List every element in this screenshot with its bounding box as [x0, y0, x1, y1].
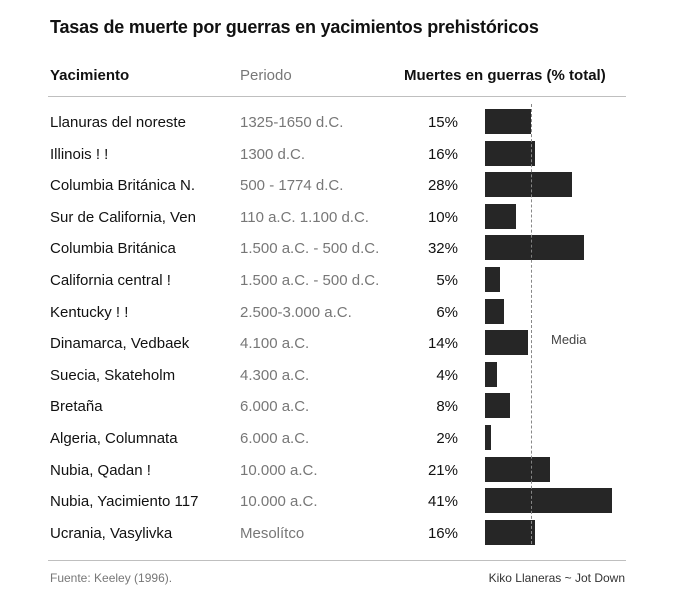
period-label: 110 a.C. 1.100 d.C.: [240, 208, 369, 226]
bar: [485, 456, 550, 482]
column-header-deaths: Muertes en guerras (% total): [404, 67, 606, 84]
table-row: Llanuras del noreste 1325-1650 d.C. 15%: [0, 107, 684, 138]
period-label: 4.300 a.C.: [240, 366, 310, 384]
period-label: 2.500-3.000 a.C.: [240, 303, 352, 321]
period-label: 1325-1650 d.C.: [240, 114, 344, 131]
table-row: Bretaña 6.000 a.C. 8%: [0, 391, 684, 422]
column-header-site: Yacimiento: [50, 67, 130, 84]
site-label: Dinamarca, Vedbaek: [50, 335, 190, 353]
source-note: Fuente: Keeley (1996).: [50, 571, 173, 585]
table-row: Sur de California, Ven 110 a.C. 1.100 d.C…: [0, 202, 684, 233]
table-row: Ucrania, Vasylivka Mesolítco 16%: [0, 518, 684, 549]
chart-title: Tasas de muerte por guerras en yacimient…: [50, 17, 539, 37]
period-label: 1300 d.C.: [240, 145, 306, 163]
bar: [485, 203, 516, 229]
site-label: Nubia, Yacimiento 117: [50, 493, 199, 511]
table-row: Nubia, Yacimiento 117 10.000 a.C. 41%: [0, 486, 684, 517]
bar: [485, 361, 497, 387]
period-label: 6.000 a.C.: [240, 430, 310, 447]
table-row: Nubia, Qadan ! 10.000 a.C. 21%: [0, 455, 684, 486]
site-label: Illinois ! !: [50, 145, 109, 163]
value-label: 16%: [427, 145, 458, 163]
value-label: 21%: [427, 461, 458, 479]
site-label: Algeria, Columnata: [50, 430, 178, 447]
bar: [485, 267, 500, 292]
site-label: Sur de California, Ven: [50, 208, 196, 226]
value-label: 41%: [427, 493, 458, 511]
table-row: Kentucky ! ! 2.500-3.000 a.C. 6%: [0, 297, 684, 328]
value-label: 8%: [436, 398, 458, 416]
bar: [485, 109, 531, 134]
table-row: Dinamarca, Vedbaek 4.100 a.C. 14%: [0, 328, 684, 359]
value-label: 28%: [427, 177, 458, 195]
bar: [485, 140, 535, 166]
period-label: Mesolítco: [240, 524, 305, 542]
period-label: 4.100 a.C.: [240, 335, 310, 353]
table-row: Suecia, Skateholm 4.300 a.C. 4%: [0, 360, 684, 391]
value-label: 5%: [436, 272, 458, 289]
site-label: Ucrania, Vasylivka: [50, 524, 173, 542]
period-label: 1.500 a.C. - 500 d.C.: [240, 272, 380, 289]
mean-reference-line: [531, 104, 532, 544]
table-row: Columbia Británica N. 500 - 1774 d.C. 28%: [0, 170, 684, 201]
table-row: Columbia Británica 1.500 a.C. - 500 d.C. 3…: [0, 233, 684, 264]
value-label: 4%: [436, 366, 458, 384]
site-label: Columbia Británica: [50, 240, 176, 258]
site-label: Llanuras del noreste: [50, 114, 186, 131]
period-label: 10.000 a.C.: [240, 493, 318, 511]
value-label: 14%: [427, 335, 458, 353]
bar: [485, 330, 528, 356]
site-label: Kentucky ! !: [50, 303, 129, 321]
period-label: 6.000 a.C.: [240, 398, 310, 416]
mean-label: Media: [551, 332, 587, 347]
bar: [485, 393, 510, 419]
header-divider: [48, 96, 626, 97]
table-row: Illinois ! ! 1300 d.C. 16%: [0, 139, 684, 170]
site-label: Columbia Británica N.: [50, 177, 196, 195]
site-label: Nubia, Qadan !: [50, 461, 151, 479]
bar: [485, 425, 491, 450]
bar: [485, 519, 535, 545]
value-label: 32%: [427, 240, 458, 258]
value-label: 10%: [427, 208, 458, 226]
bar: [485, 172, 572, 198]
bar: [485, 488, 612, 514]
period-label: 10.000 a.C.: [240, 461, 318, 479]
site-label: Bretaña: [50, 398, 103, 416]
value-label: 15%: [427, 114, 458, 131]
bar: [485, 298, 504, 324]
table-row: California central ! 1.500 a.C. - 500 d.C…: [0, 265, 684, 296]
value-label: 2%: [436, 430, 458, 447]
footer-divider: [48, 560, 626, 561]
bar: [485, 235, 584, 261]
table-row: Algeria, Columnata 6.000 a.C. 2%: [0, 423, 684, 454]
value-label: 16%: [427, 524, 458, 542]
column-header-period: Periodo: [240, 67, 292, 84]
site-label: Suecia, Skateholm: [50, 366, 176, 384]
period-label: 1.500 a.C. - 500 d.C.: [240, 240, 380, 258]
credit-note: Kiko Llaneras ~ Jot Down: [488, 571, 625, 585]
period-label: 500 - 1774 d.C.: [240, 177, 344, 195]
value-label: 6%: [436, 303, 458, 321]
site-label: California central !: [50, 272, 171, 289]
